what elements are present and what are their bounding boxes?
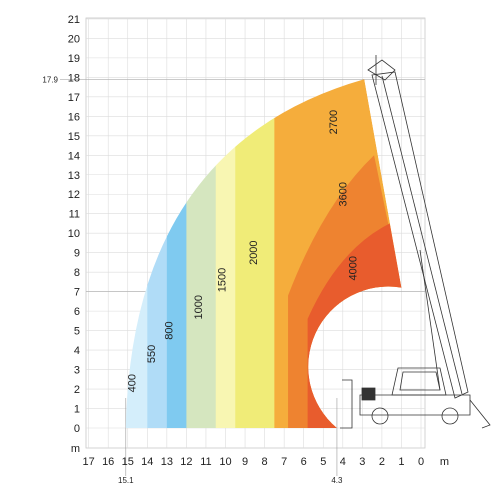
hydraulic-cylinder xyxy=(419,249,441,391)
x-tick-label: 8 xyxy=(262,456,268,468)
y-tick-label: 1 xyxy=(74,404,80,416)
boom-inner-line xyxy=(381,75,463,395)
x-axis: 17 16 15 14 13 12 11 10 9 8 7 6 5 4 3 2 1 0 m xyxy=(83,456,450,468)
wheel-front-icon xyxy=(371,407,389,425)
zone-label-2000: 2000 xyxy=(248,240,260,264)
x-tick-label: 2 xyxy=(379,456,385,468)
x-tick-label: 1 xyxy=(398,456,404,468)
y-tick-label: 18 xyxy=(68,72,80,84)
zone-label-1000: 1000 xyxy=(193,295,205,319)
min-outreach-annotation: 4.3 xyxy=(331,476,343,485)
cab-window xyxy=(399,371,441,391)
y-tick-label: 0 xyxy=(74,423,80,435)
annotations: 17.9 15.1 4.3 xyxy=(42,75,343,485)
chassis xyxy=(359,394,471,416)
boom-head-icon xyxy=(367,59,396,81)
x-tick-label: 17 xyxy=(83,456,95,468)
zone-2000 xyxy=(235,79,275,428)
x-tick-label: 11 xyxy=(200,456,211,468)
y-tick-label: 11 xyxy=(69,209,80,221)
y-tick-label: 3 xyxy=(74,365,80,377)
zone-label-4000: 4000 xyxy=(347,256,359,280)
zone-label-550: 550 xyxy=(146,345,158,363)
zone-label-400: 400 xyxy=(127,374,139,392)
max-outreach-annotation: 15.1 xyxy=(118,476,134,485)
x-tick-label: 12 xyxy=(180,456,192,468)
max-height-annotation: 17.9 xyxy=(42,75,58,84)
y-tick-label: 6 xyxy=(74,306,80,318)
boom-arm xyxy=(371,71,469,399)
y-tick-label: 10 xyxy=(68,228,80,240)
cab-icon xyxy=(391,367,447,396)
zone-1500 xyxy=(215,79,236,428)
x-tick-label: 6 xyxy=(301,456,307,468)
zone-550 xyxy=(147,79,168,428)
x-tick-label: 9 xyxy=(242,456,248,468)
y-tick-label: 2 xyxy=(74,384,80,396)
y-axis-unit: m xyxy=(71,443,80,455)
x-tick-label: 7 xyxy=(281,456,287,468)
y-tick-label: 20 xyxy=(68,33,80,45)
x-tick-label: 4 xyxy=(340,456,346,468)
y-tick-label: 13 xyxy=(68,170,80,182)
y-tick-label: 14 xyxy=(68,150,80,162)
machine-illustration xyxy=(340,55,491,429)
zone-label-3600: 3600 xyxy=(338,182,350,206)
x-tick-label: 0 xyxy=(418,456,424,468)
x-axis-unit: m xyxy=(440,456,449,468)
zone-label-1500: 1500 xyxy=(217,268,229,292)
wheel-rear-icon xyxy=(441,407,459,425)
x-tick-label: 15 xyxy=(122,456,134,468)
zone-4000 xyxy=(307,223,402,428)
x-tick-label: 5 xyxy=(320,456,326,468)
outrigger xyxy=(469,399,491,429)
y-tick-label: 12 xyxy=(68,189,80,201)
zone-labels: 400 550 800 1000 1500 2000 2700 3600 4000 xyxy=(127,110,360,392)
x-tick-label: 10 xyxy=(219,456,231,468)
zone-label-2700: 2700 xyxy=(328,110,340,134)
y-tick-label: 9 xyxy=(74,248,80,260)
y-tick-label: 19 xyxy=(68,53,80,65)
y-tick-label: 7 xyxy=(74,287,80,299)
x-tick-label: 14 xyxy=(141,456,153,468)
zone-label-800: 800 xyxy=(164,321,176,339)
y-tick-label: 5 xyxy=(74,326,80,338)
zone-1000 xyxy=(186,79,217,428)
y-tick-label: 21 xyxy=(68,14,80,26)
y-tick-label: 17 xyxy=(68,92,80,104)
zone-800 xyxy=(166,79,187,428)
x-tick-label: 3 xyxy=(359,456,365,468)
x-tick-label: 16 xyxy=(102,456,114,468)
y-tick-label: 16 xyxy=(68,111,80,123)
zone-400 xyxy=(125,79,148,428)
x-tick-label: 13 xyxy=(161,456,173,468)
y-tick-label: 8 xyxy=(74,267,80,279)
y-tick-label: 15 xyxy=(68,131,80,143)
y-tick-label: 4 xyxy=(74,345,80,357)
forks-icon xyxy=(340,379,353,429)
